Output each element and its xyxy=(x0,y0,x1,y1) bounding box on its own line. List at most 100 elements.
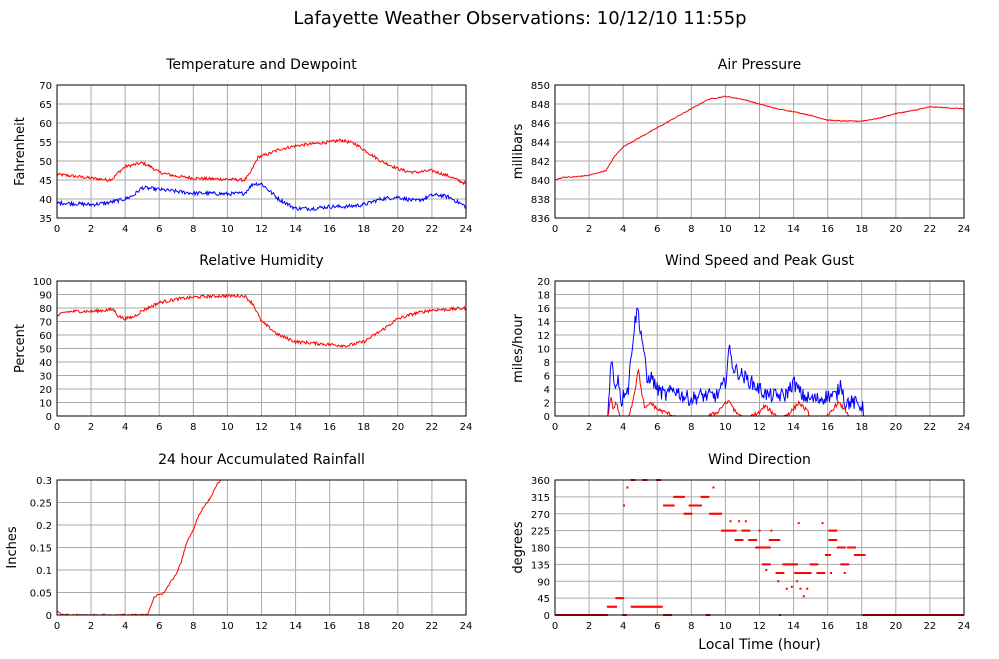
direction-point xyxy=(831,539,834,541)
direction-point xyxy=(755,546,758,549)
x-tick-label: 12 xyxy=(255,224,268,235)
y-tick-label: 4 xyxy=(544,385,550,396)
y-tick-label: 0.1 xyxy=(36,566,52,577)
x-tick-label: 8 xyxy=(190,621,196,632)
x-tick-label: 22 xyxy=(924,422,937,433)
x-tick-label: 20 xyxy=(391,621,404,632)
direction-point xyxy=(853,546,856,549)
x-tick-label: 18 xyxy=(855,422,868,433)
direction-point xyxy=(779,572,782,574)
x-tick-label: 24 xyxy=(460,422,473,433)
x-tick-label: 4 xyxy=(122,422,128,433)
direction-point xyxy=(763,546,766,549)
direction-point xyxy=(849,546,852,549)
direction-point xyxy=(688,504,691,507)
direction-point xyxy=(644,605,647,608)
direction-point xyxy=(815,563,818,566)
direction-point xyxy=(798,572,801,574)
y-tick-label: 0 xyxy=(46,412,52,423)
direction-point xyxy=(859,554,862,556)
direction-point xyxy=(641,605,644,608)
direction-point xyxy=(756,546,759,549)
direction-point xyxy=(608,605,611,608)
direction-point xyxy=(831,529,834,532)
x-axis-label: Local Time (hour) xyxy=(698,637,820,653)
direction-point xyxy=(634,605,637,608)
y-tick-label: 0 xyxy=(544,412,550,423)
direction-point xyxy=(802,572,805,574)
x-tick-label: 12 xyxy=(255,621,268,632)
chart-title: Relative Humidity xyxy=(199,253,323,269)
direction-point xyxy=(678,495,681,498)
direction-point xyxy=(821,522,824,525)
x-tick-label: 8 xyxy=(190,422,196,433)
direction-point xyxy=(829,529,832,532)
y-tick-label: 840 xyxy=(531,176,550,187)
y-tick-label: 90 xyxy=(39,291,52,302)
direction-point xyxy=(767,563,770,566)
direction-point xyxy=(813,563,816,566)
direction-point xyxy=(640,605,643,608)
direction-point xyxy=(688,512,691,515)
direction-point xyxy=(714,512,717,515)
direction-point xyxy=(821,572,824,574)
direction-point xyxy=(606,605,609,608)
direction-point xyxy=(790,563,793,566)
direction-point xyxy=(817,572,820,574)
direction-point xyxy=(683,512,686,515)
direction-point xyxy=(633,605,636,608)
y-tick-label: 8 xyxy=(544,358,550,369)
direction-point xyxy=(715,512,718,515)
x-tick-label: 20 xyxy=(391,224,404,235)
direction-point xyxy=(797,522,800,525)
x-tick-label: 20 xyxy=(391,422,404,433)
direction-point xyxy=(677,495,680,498)
direction-point xyxy=(856,554,859,556)
direction-point xyxy=(841,563,844,566)
x-tick-label: 10 xyxy=(719,422,732,433)
y-tick-label: 0.15 xyxy=(30,544,52,555)
direction-point xyxy=(829,539,832,541)
x-tick-label: 14 xyxy=(787,422,800,433)
direction-point xyxy=(786,563,789,566)
direction-point xyxy=(793,563,796,566)
y-tick-label: 848 xyxy=(531,100,550,111)
direction-point xyxy=(630,605,633,608)
x-tick-label: 6 xyxy=(654,422,660,433)
direction-point xyxy=(749,539,752,541)
x-tick-label: 12 xyxy=(753,621,766,632)
direction-point xyxy=(733,529,736,532)
y-tick-label: 18 xyxy=(537,291,550,302)
x-tick-label: 20 xyxy=(889,224,902,235)
y-tick-label: 35 xyxy=(39,214,52,225)
direction-point xyxy=(727,529,730,532)
y-tick-label: 40 xyxy=(39,195,52,206)
x-tick-label: 18 xyxy=(855,621,868,632)
series-line-0 xyxy=(57,138,466,186)
direction-point xyxy=(772,539,775,541)
direction-point xyxy=(843,563,846,566)
direction-point xyxy=(674,495,677,498)
direction-point xyxy=(778,572,781,574)
x-tick-label: 10 xyxy=(719,621,732,632)
direction-point xyxy=(734,539,737,541)
direction-point xyxy=(717,512,720,515)
direction-point xyxy=(809,563,812,566)
direction-point xyxy=(832,529,835,532)
x-tick-label: 16 xyxy=(323,224,336,235)
x-tick-label: 0 xyxy=(54,422,60,433)
direction-point xyxy=(730,529,733,532)
x-tick-label: 16 xyxy=(323,621,336,632)
x-tick-label: 12 xyxy=(753,422,766,433)
direction-point xyxy=(748,539,751,541)
direction-point xyxy=(832,539,835,541)
y-tick-label: 315 xyxy=(531,493,550,504)
x-tick-label: 18 xyxy=(357,224,370,235)
y-tick-label: 60 xyxy=(39,119,52,130)
direction-point xyxy=(623,504,626,507)
direction-point xyxy=(616,597,619,600)
y-tick-label: 14 xyxy=(537,318,550,329)
direction-point xyxy=(686,512,689,515)
direction-point xyxy=(657,605,660,608)
direction-point xyxy=(695,504,698,507)
